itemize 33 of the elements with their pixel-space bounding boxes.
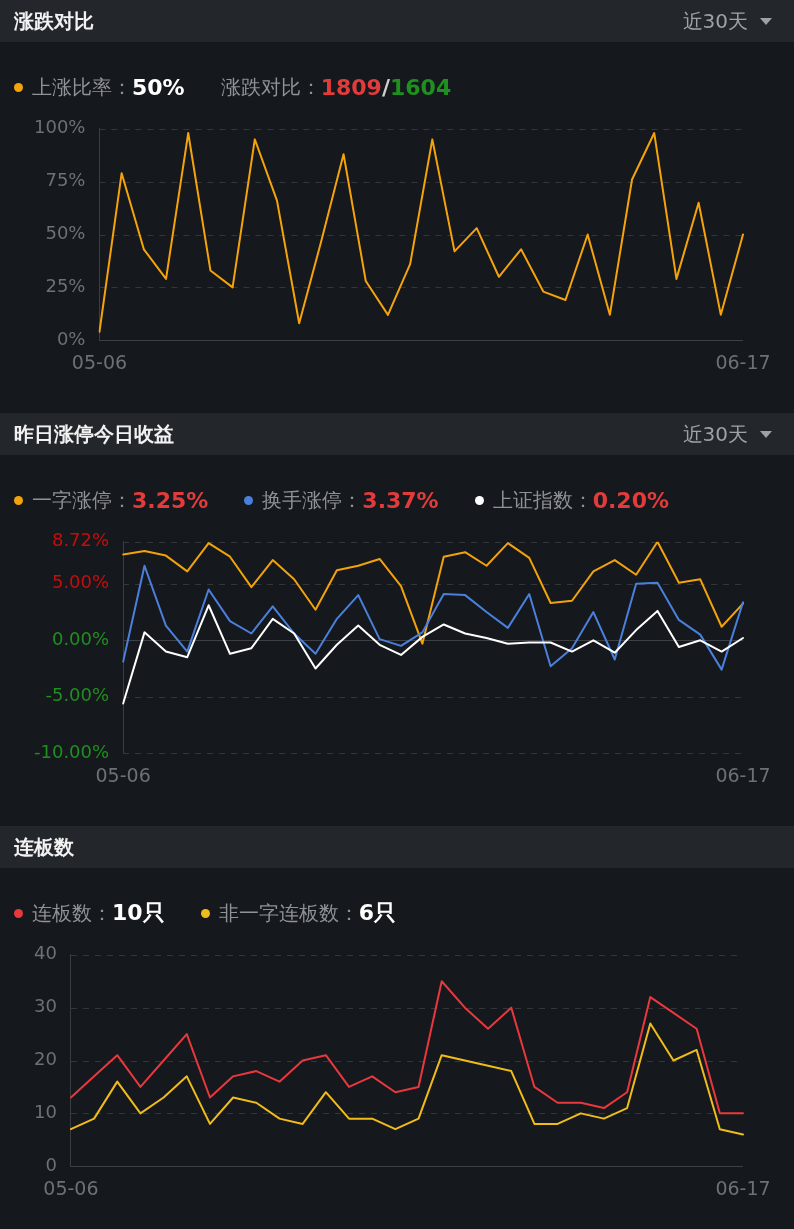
y-tick-label: 40 — [34, 942, 57, 964]
legend-label: 换手涨停：3.37% — [262, 486, 439, 514]
y-tick-label: -10.00% — [33, 740, 110, 762]
y-tick-label: 8.72% — [51, 529, 110, 551]
legend-label: 上涨比率：50% — [32, 73, 185, 101]
chart-subtitle: 近30天 — [682, 420, 748, 448]
y-tick-label: 75% — [45, 169, 86, 191]
chart-title: 昨日涨停今日收益 — [14, 420, 174, 448]
chart-title: 连板数 — [14, 833, 74, 861]
y-tick-label: 100% — [33, 116, 86, 138]
legend-label: 上证指数：0.20% — [492, 486, 669, 514]
legend-label: 连板数：10只 — [32, 899, 165, 927]
y-tick-label: 5.00% — [51, 571, 110, 593]
legend-label: 非一字连板数：6只 — [218, 899, 396, 927]
x-tick-label: 05-06 — [71, 350, 128, 373]
chart-subtitle: 近30天 — [682, 7, 748, 35]
legend-label: 一字涨停：3.25% — [32, 486, 209, 514]
y-tick-label: 20 — [34, 1048, 57, 1070]
x-tick-label: 05-06 — [95, 763, 151, 786]
y-tick-label: 50% — [45, 222, 86, 244]
y-tick-label: 30 — [34, 995, 57, 1017]
x-tick-label: 06-17 — [715, 350, 771, 373]
y-tick-label: 0 — [45, 1153, 57, 1175]
y-tick-label: 10 — [34, 1101, 57, 1123]
y-tick-label: -5.00% — [45, 684, 110, 706]
x-tick-label: 05-06 — [43, 1176, 99, 1199]
y-tick-label: 0.00% — [51, 627, 110, 649]
y-tick-label: 25% — [45, 275, 86, 297]
x-tick-label: 06-17 — [715, 763, 771, 786]
y-tick-label: 0% — [56, 327, 86, 349]
x-tick-label: 06-17 — [715, 1176, 771, 1199]
chart-title: 涨跌对比 — [14, 7, 94, 35]
text: 涨跌对比：1809/1604 — [220, 73, 452, 101]
